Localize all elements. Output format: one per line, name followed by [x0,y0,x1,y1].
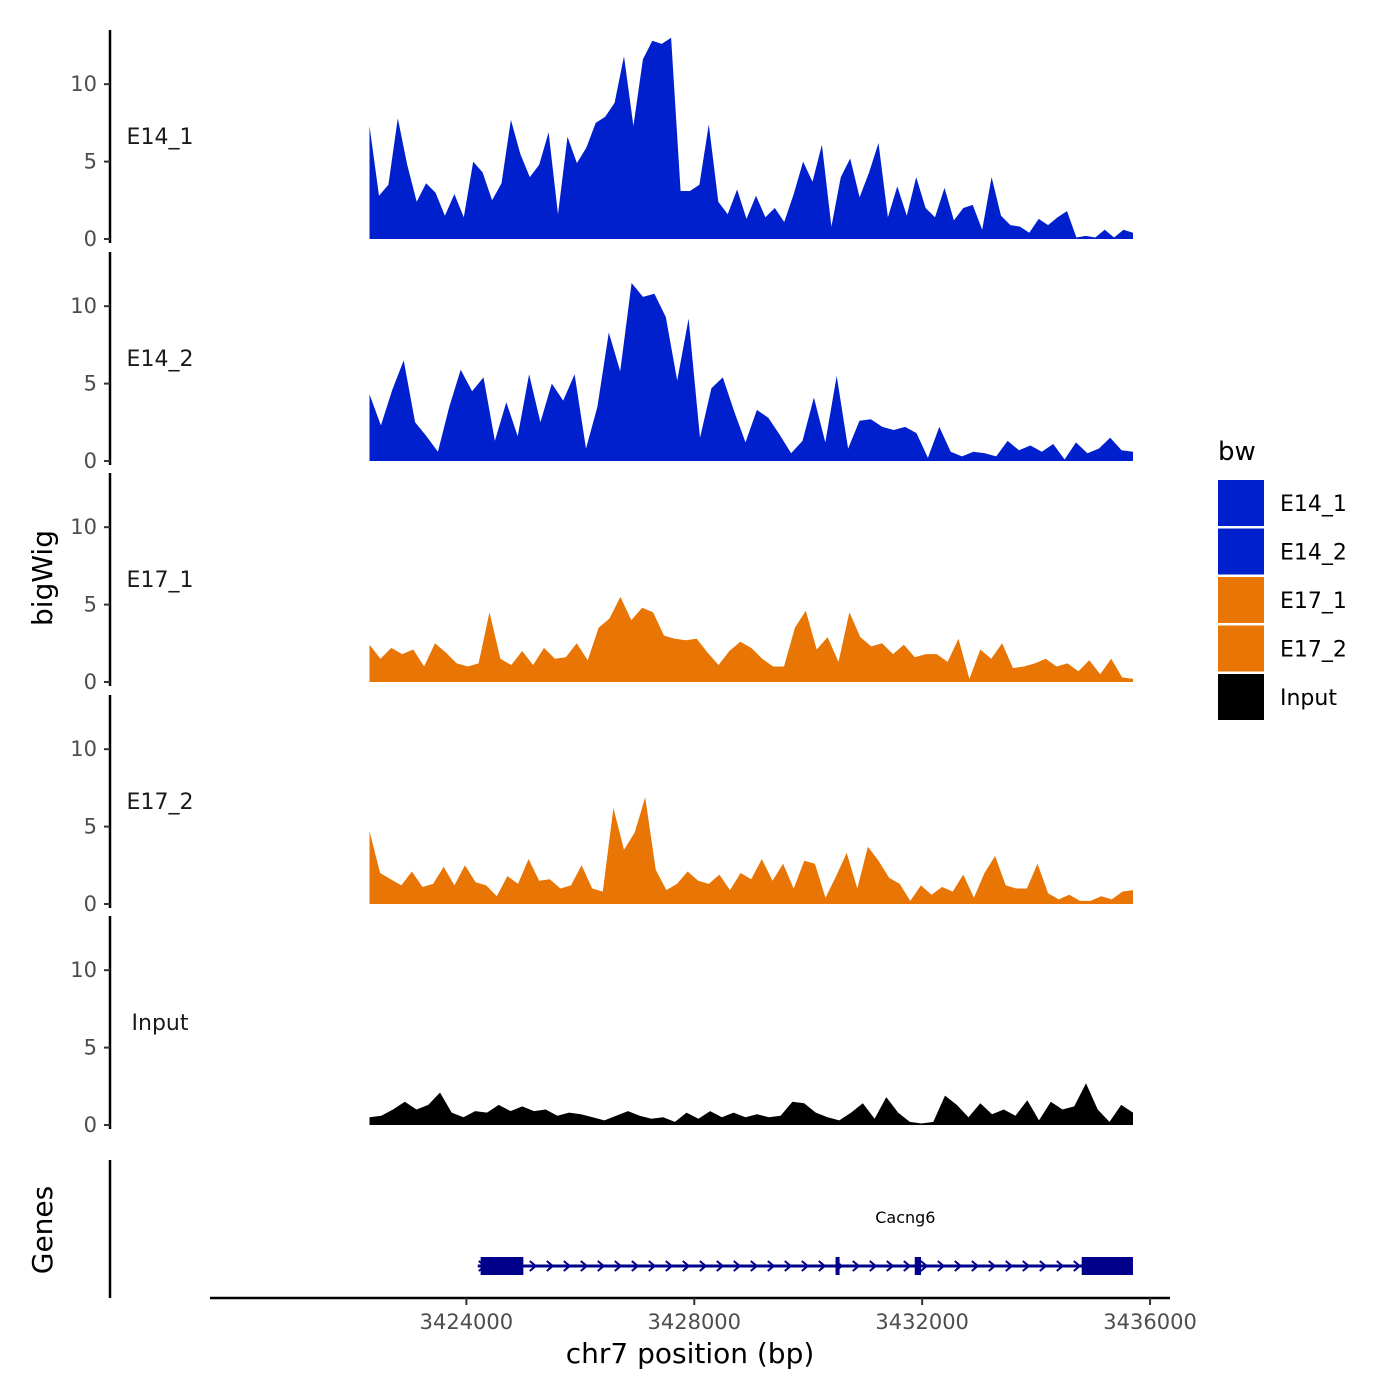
gene-name-label: Cacng6 [875,1208,935,1227]
coverage-area-e14_2 [369,283,1133,461]
y-tick-label: 10 [70,515,97,539]
strand-arrow [903,1260,912,1272]
track-label: Input [132,1011,189,1036]
y-tick-label: 0 [84,892,97,916]
x-tick-label: 3432000 [875,1310,969,1334]
y-tick-label: 0 [84,449,97,473]
strand-arrow [614,1260,623,1272]
coverage-area-e17_1 [369,596,1133,682]
gene-exon [480,1257,524,1275]
coverage-area-e17_2 [369,797,1133,904]
strand-arrow [750,1260,759,1272]
strand-arrow [784,1260,793,1272]
genes-panel: Cacng6 [108,1160,1133,1298]
strand-arrow [631,1260,640,1272]
strand-arrow [563,1260,572,1272]
strand-arrow [665,1260,674,1272]
legend-key-e17_1 [1218,577,1264,623]
genes-axis-title: Genes [26,1186,59,1274]
x-axis: 3424000 3428000 3432000 3436000 [210,1296,1197,1334]
strand-arrow [597,1260,606,1272]
strand-arrow [1039,1260,1048,1272]
track-panel-e14_2: 0 5 10 E14_2 [70,252,1133,473]
strand-arrow [801,1260,810,1272]
y-tick-label: 0 [84,227,97,251]
legend-key-e14_2 [1218,528,1264,575]
strand-arrow [971,1260,980,1272]
track-label: E17_2 [127,790,194,815]
strand-arrow [733,1260,742,1272]
legend-label: E14_2 [1280,541,1347,566]
legend-title: bw [1218,437,1256,467]
track-panel-e14_1: 0 5 10 E14_1 [70,30,1133,251]
gene-exon [1081,1257,1133,1275]
y-tick-label: 0 [84,1113,97,1137]
coverage-area-e14_1 [369,37,1133,240]
y-axis-title: bigWig [26,530,59,626]
strand-arrow [546,1260,555,1272]
legend-label: Input [1280,686,1337,711]
x-tick-label: 3436000 [1103,1310,1197,1334]
strand-arrow [1056,1260,1065,1272]
strand-arrow [1073,1260,1082,1272]
strand-arrow [920,1260,929,1272]
y-tick-label: 10 [70,72,97,96]
strand-arrow [1005,1260,1014,1272]
strand-arrow [937,1260,946,1272]
y-tick-label: 5 [84,150,97,174]
strand-arrow [818,1260,827,1272]
strand-arrow [954,1260,963,1272]
legend-key-e14_1 [1218,480,1264,526]
y-tick-label: 10 [70,294,97,318]
strand-arrow [529,1260,538,1272]
track-panel-e17_2: 0 5 10 E17_2 [70,695,1133,916]
legend-key-input [1218,674,1264,720]
legend-key-e17_2 [1218,625,1264,672]
coverage-area-input [369,1083,1133,1125]
y-tick-label: 10 [70,958,97,982]
strand-arrow [716,1260,725,1272]
legend-label: E14_1 [1280,492,1347,517]
strand-arrow [1022,1260,1031,1272]
track-panel-e17_1: 0 5 10 E17_1 [70,473,1133,694]
strand-arrow [869,1260,878,1272]
y-tick-label: 5 [84,815,97,839]
track-label: E14_2 [127,347,194,372]
y-tick-label: 5 [84,372,97,396]
strand-arrow [580,1260,589,1272]
strand-arrow [648,1260,657,1272]
track-panel-input: 0 5 10 Input [70,916,1133,1137]
y-tick-label: 10 [70,737,97,761]
gene-exon [914,1257,922,1275]
strand-arrow [682,1260,691,1272]
strand-arrow [767,1260,776,1272]
track-label: E17_1 [127,568,194,593]
strand-arrow [886,1260,895,1272]
y-tick-label: 5 [84,1036,97,1060]
x-axis-title: chr7 position (bp) [566,1337,815,1370]
strand-arrow [988,1260,997,1272]
track-panels: 0 5 10 E14_1 0 5 10 E14_2 0 5 10 E17_1 0 5 10 E17_2 0 5 10… [70,30,1133,1137]
legend-label: E17_2 [1280,638,1347,663]
gene-exon [835,1257,840,1275]
legend: bw E14_1 E14_2 E17_1 E17_2 Input [1218,437,1347,720]
strand-arrow [699,1260,708,1272]
y-tick-label: 5 [84,593,97,617]
x-tick-label: 3428000 [648,1310,742,1334]
x-tick-label: 3424000 [420,1310,514,1334]
y-tick-label: 0 [84,670,97,694]
strand-arrow [852,1260,861,1272]
track-label: E14_1 [127,125,194,150]
legend-label: E17_1 [1280,589,1347,614]
